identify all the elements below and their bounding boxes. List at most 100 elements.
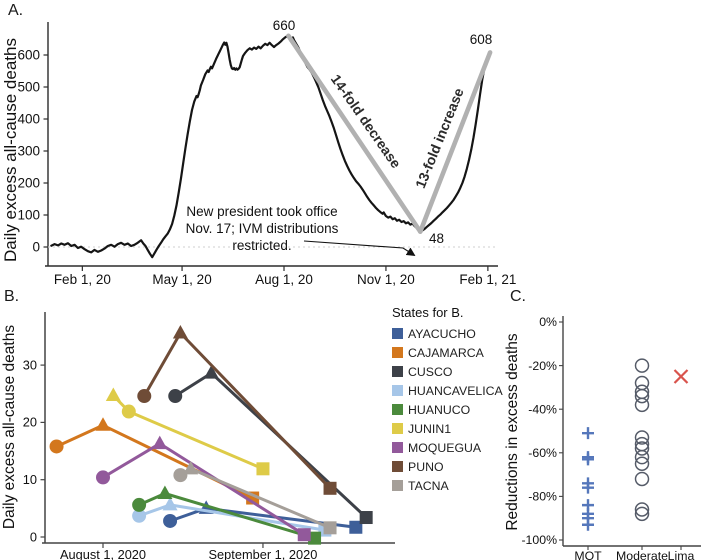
series-MOQUEGUA-square-marker: [297, 528, 311, 542]
panel-a-label: A.: [8, 2, 24, 19]
category-label: Lima: [668, 549, 695, 560]
x-tick-label: May 1, 20: [152, 272, 211, 287]
y-tick-label: -20%: [528, 359, 557, 373]
moderate-circle-marker: [634, 506, 650, 522]
fold-reference-line: [417, 50, 493, 234]
legend-item-label: CUSCO: [408, 364, 453, 379]
panel-c-label: C.: [510, 288, 526, 305]
series-JUNIN1-square-marker: [256, 462, 270, 476]
y-tick-label: 600: [17, 48, 40, 63]
y-tick-label: 100: [17, 208, 40, 223]
mot-plus-marker: [582, 481, 594, 494]
legend-item-label: TACNA: [408, 478, 449, 493]
series-line-PUNO: [142, 331, 332, 490]
legend-item-PUNO: PUNO: [392, 457, 507, 476]
series-CUSCO-triangle-marker: [203, 365, 219, 379]
series-HUANCAVELICA-triangle-marker: [162, 496, 178, 511]
trough-value-label: 48: [429, 231, 444, 246]
x-tick-label: Nov 1, 20: [357, 272, 415, 287]
series-CUSCO-square-marker: [359, 511, 373, 525]
y-tick-label: 500: [17, 80, 40, 95]
fold-decrease-label: 14-fold decrease: [328, 71, 405, 171]
moderate-circle-marker: [634, 358, 650, 373]
note-arrow: [303, 240, 416, 256]
y-tick-label: 0: [30, 529, 37, 544]
series-line-CAJAMARCA: [55, 423, 254, 500]
legend-item-JUNIN1: JUNIN1: [392, 419, 507, 438]
moderate-circle-marker: [634, 456, 650, 471]
note-line: restricted.: [232, 238, 291, 253]
panel-b-label: B.: [4, 288, 20, 305]
moderate-circle-marker: [634, 502, 650, 517]
y-tick-label: 10: [23, 472, 37, 487]
legend-swatch-icon: [392, 366, 403, 377]
moderate-circle-marker: [634, 388, 650, 404]
x-tick-label: September 1, 2020: [209, 547, 318, 560]
series-MOQUEGUA-circle-marker: [96, 470, 110, 485]
note-line: Nov. 17; IVM distributions: [186, 221, 339, 236]
lima-x-marker: [673, 369, 689, 384]
series-HUANUCO-circle-marker: [132, 497, 147, 512]
series-JUNIN1-circle-marker: [121, 404, 136, 419]
fold-reference-line: [286, 33, 423, 234]
y-axis-title: Daily excess all-cause deaths: [1, 325, 18, 529]
series-TACNA-square-marker: [323, 521, 337, 535]
category-label: MOT: [574, 549, 602, 560]
panel-b-legend: States for B. AYACUCHO CAJAMARCA CUSCO HUAN…: [392, 305, 507, 495]
panel-a-chart: 0 100 200 300 400 500 600 Feb 1, 20 May 1, 20 Aug…: [1, 18, 516, 287]
legend-item-HUANUCO: HUANUCO: [392, 400, 507, 419]
y-tick-label: 30: [23, 357, 37, 372]
y-tick-label: 0%: [539, 315, 557, 329]
y-tick-label: 200: [17, 176, 40, 191]
series-CAJAMARCA-triangle-marker: [95, 417, 111, 431]
series-MOQUEGUA-triangle-marker: [152, 435, 168, 450]
mot-plus-marker: [582, 453, 594, 466]
series-HUANUCO-square-marker: [308, 531, 322, 545]
legend-swatch-icon: [392, 404, 403, 415]
legend-swatch-icon: [392, 480, 403, 491]
y-axis-title: Reductions in excess deaths: [504, 333, 521, 531]
series-HUANCAVELICA-circle-marker: [132, 508, 147, 523]
series-PUNO-square-marker: [323, 481, 337, 495]
series-PUNO-circle-marker: [137, 389, 152, 404]
x-tick-label: Feb 1, 21: [459, 272, 516, 287]
legend-item-label: AYACUCHO: [408, 326, 476, 341]
legend-item-CUSCO: CUSCO: [392, 362, 507, 381]
y-axis-title: Daily excess all-cause deaths: [1, 38, 20, 262]
y-tick-label: 400: [17, 112, 40, 127]
legend-item-label: MOQUEGUA: [408, 440, 482, 455]
end-value-label: 608: [470, 32, 493, 47]
series-CAJAMARCA-circle-marker: [49, 439, 64, 454]
series-JUNIN1-triangle-marker: [105, 387, 121, 401]
legend-swatch-icon: [392, 328, 403, 339]
series-AYACUCHO-circle-marker: [163, 513, 178, 528]
legend-swatch-icon: [392, 461, 403, 472]
y-tick-label: -80%: [528, 490, 557, 504]
legend-item-MOQUEGUA: MOQUEGUA: [392, 438, 507, 457]
y-tick-label: 300: [17, 144, 40, 159]
y-tick-label: -100%: [521, 533, 557, 547]
panel-b-chart: 0 10 20 30 August 1, 2020 September 1, 2020 Da…: [1, 312, 395, 560]
peak-value-label: 660: [273, 18, 296, 33]
legend-item-label: JUNIN1: [408, 421, 452, 436]
legend-item-label: CAJAMARCA: [408, 345, 484, 360]
legend-swatch-icon: [392, 442, 403, 453]
series-AYACUCHO-square-marker: [349, 520, 363, 534]
legend-title: States for B.: [392, 305, 464, 320]
series-line-CUSCO: [174, 371, 368, 519]
y-tick-label: 0: [32, 240, 40, 255]
moderate-circle-marker: [634, 441, 650, 456]
moderate-circle-marker: [634, 430, 650, 445]
y-tick-label: -40%: [528, 402, 557, 416]
moderate-circle-marker: [634, 471, 650, 487]
panel-c-chart: 0% -20% -40% -60% -80% -100%Reductions in exc…: [504, 315, 701, 560]
legend-item-label: HUANCAVELICA: [408, 383, 503, 398]
x-tick-label: August 1, 2020: [60, 547, 146, 560]
legend-item-AYACUCHO: AYACUCHO: [392, 324, 507, 343]
series-TACNA-triangle-marker: [183, 460, 199, 475]
legend-swatch-icon: [392, 423, 403, 434]
category-label: Moderate: [616, 549, 668, 560]
y-tick-label: 20: [23, 415, 37, 430]
legend-swatch-icon: [392, 385, 403, 396]
